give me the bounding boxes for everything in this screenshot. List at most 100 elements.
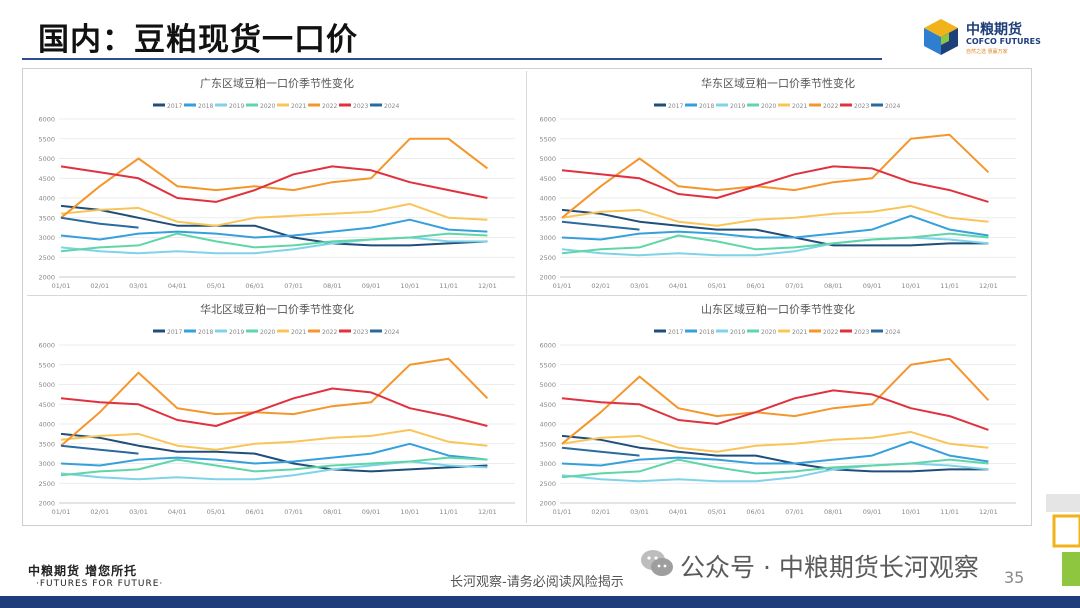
- x-tick-label: 11/01: [439, 508, 458, 516]
- y-tick-label: 3000: [38, 460, 55, 468]
- series-line-2022: [561, 133, 990, 219]
- series-line-2020: [60, 456, 488, 477]
- wechat-watermark: 公众号 · 中粮期货长河观察: [640, 548, 1040, 584]
- corner-decoration-icon: [1046, 494, 1080, 586]
- y-tick-label: 5000: [539, 155, 556, 163]
- legend-label-2018: 2018: [699, 103, 714, 110]
- series-line-2024: [561, 446, 640, 457]
- legend-label-2017: 2017: [668, 103, 683, 110]
- series-line-2019: [60, 236, 488, 255]
- x-tick-label: 07/01: [785, 508, 804, 516]
- legend-label-2021: 2021: [792, 103, 807, 110]
- x-tick-label: 06/01: [245, 508, 264, 516]
- chart-grid: 广东区域豆粕一口价季节性变化 2017 2018 2019 2020 2021 2022 20…: [22, 68, 1032, 526]
- series-line-2019: [561, 236, 989, 257]
- chart-divider-vertical: [526, 71, 527, 523]
- legend-label-2021: 2021: [291, 103, 306, 110]
- wechat-icon: [641, 550, 673, 576]
- x-tick-label: 12/01: [478, 508, 497, 516]
- y-tick-label: 3000: [539, 234, 556, 242]
- series-line-2022: [561, 357, 990, 445]
- series-line-2020: [561, 232, 989, 255]
- y-tick-label: 3500: [38, 440, 55, 448]
- series-line-2023: [561, 389, 989, 431]
- y-tick-label: 2500: [539, 254, 556, 262]
- chart-title: 广东区域豆粕一口价季节性变化: [200, 76, 354, 90]
- legend-label-2018: 2018: [198, 103, 213, 110]
- title-divider: [22, 58, 882, 60]
- x-tick-label: 10/01: [400, 282, 419, 290]
- series-line-2018: [60, 442, 488, 467]
- y-tick-label: 2000: [38, 274, 55, 282]
- series-line-2018: [561, 214, 989, 241]
- legend-label-2019: 2019: [229, 329, 244, 336]
- legend-label-2023: 2023: [353, 329, 368, 336]
- x-tick-label: 04/01: [669, 282, 688, 290]
- cube-logo-icon: [924, 19, 958, 55]
- legend-label-2023: 2023: [854, 103, 869, 110]
- x-tick-label: 08/01: [824, 508, 843, 516]
- y-tick-label: 6000: [38, 116, 55, 124]
- x-tick-label: 03/01: [630, 508, 649, 516]
- x-tick-label: 01/01: [52, 282, 71, 290]
- x-tick-label: 11/01: [940, 282, 959, 290]
- series-line-2020: [60, 232, 488, 253]
- legend-label-2022: 2022: [322, 103, 337, 110]
- y-tick-label: 2500: [38, 254, 55, 262]
- legend-label-2019: 2019: [730, 103, 745, 110]
- x-tick-label: 06/01: [245, 282, 264, 290]
- x-tick-label: 09/01: [362, 282, 381, 290]
- series-line-2021: [561, 204, 989, 227]
- y-tick-label: 5500: [539, 135, 556, 143]
- logo-tagline: 自然之选 惠赢万家: [966, 49, 1008, 55]
- legend-label-2020: 2020: [260, 329, 275, 336]
- footer-brand: 中粮期货 增您所托: [28, 564, 138, 578]
- series-line-2018: [60, 218, 488, 241]
- series-line-2024: [561, 220, 640, 231]
- legend-label-2022: 2022: [823, 329, 838, 336]
- footer-slogan: ·FUTURES FOR FUTURE·: [36, 579, 164, 589]
- series-line-2021: [60, 202, 488, 227]
- cofco-logo: 中粮期货 COFCO FUTURES 自然之选 惠赢万家: [920, 16, 1070, 60]
- legend-label-2024: 2024: [885, 329, 900, 336]
- x-tick-label: 03/01: [630, 282, 649, 290]
- x-tick-label: 07/01: [785, 282, 804, 290]
- series-line-2023: [60, 387, 488, 427]
- series-line-2022: [60, 357, 489, 447]
- x-tick-label: 03/01: [129, 508, 148, 516]
- legend-label-2017: 2017: [167, 103, 182, 110]
- legend-label-2023: 2023: [353, 103, 368, 110]
- x-tick-label: 03/01: [129, 282, 148, 290]
- series-line-2024: [60, 216, 139, 229]
- x-tick-label: 08/01: [323, 508, 342, 516]
- y-tick-label: 4500: [539, 175, 556, 183]
- logo-name-en: COFCO FUTURES: [966, 37, 1041, 46]
- legend-label-2021: 2021: [291, 329, 306, 336]
- x-tick-label: 01/01: [553, 508, 572, 516]
- series-line-2023: [561, 165, 989, 203]
- legend-label-2021: 2021: [792, 329, 807, 336]
- chart-legend: 2017 2018 2019 2020 2021 2022 2023 2024: [153, 329, 399, 336]
- y-tick-label: 3500: [539, 214, 556, 222]
- x-tick-label: 02/01: [90, 282, 109, 290]
- y-tick-label: 2000: [539, 500, 556, 508]
- series-line-2021: [561, 430, 989, 453]
- x-tick-label: 02/01: [90, 508, 109, 516]
- legend-label-2018: 2018: [198, 329, 213, 336]
- legend-label-2020: 2020: [761, 329, 776, 336]
- x-tick-label: 05/01: [708, 508, 727, 516]
- page-title: 国内：豆粕现货一口价: [38, 22, 358, 58]
- wechat-account-name: 公众号 · 中粮期货长河观察: [680, 553, 979, 582]
- legend-label-2017: 2017: [167, 329, 182, 336]
- chart-legend: 2017 2018 2019 2020 2021 2022 2023 2024: [654, 103, 900, 110]
- x-tick-label: 07/01: [284, 508, 303, 516]
- page-number: 35: [1004, 568, 1025, 587]
- x-tick-label: 02/01: [591, 508, 610, 516]
- chart-divider-horizontal: [27, 295, 1027, 296]
- legend-label-2024: 2024: [885, 103, 900, 110]
- y-tick-label: 2000: [38, 500, 55, 508]
- series-line-2017: [60, 204, 488, 247]
- legend-label-2024: 2024: [384, 103, 399, 110]
- bottom-bar: [0, 596, 1080, 608]
